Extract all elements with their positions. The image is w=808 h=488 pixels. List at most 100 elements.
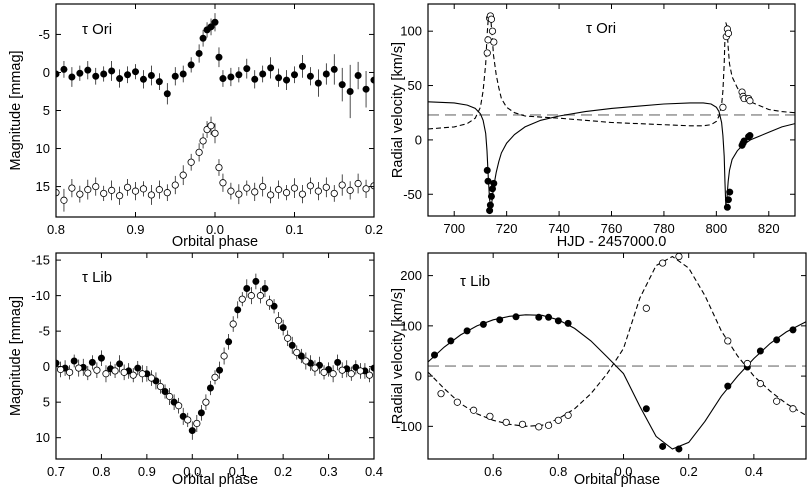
filled-data-point <box>773 336 781 344</box>
open-data-point <box>131 187 140 195</box>
x-tick-label: 0.0 <box>183 464 201 479</box>
filled-data-point <box>490 179 498 187</box>
filled-data-point <box>251 75 259 83</box>
open-data-point <box>437 390 445 398</box>
x-tick-label: 820 <box>758 221 780 236</box>
plot-area <box>428 253 806 453</box>
open-data-point <box>238 295 246 303</box>
x-tick-label: 780 <box>653 221 675 236</box>
filled-data-point <box>723 203 731 211</box>
filled-data-point <box>535 313 543 321</box>
panel-tau-lib-light-curve: 0.7 0.8 0.9 0.0 0.1 0.2 0.3 0.4 -15 -10 -5 0 5 10 Orbi… <box>8 252 383 488</box>
x-tick-label: 0.8 <box>92 464 110 479</box>
open-data-point <box>155 186 163 194</box>
filled-data-point <box>288 341 296 349</box>
filled-data-point <box>147 72 155 80</box>
filled-data-point <box>252 277 260 285</box>
panel-title: τ Lib <box>460 273 490 290</box>
open-data-point <box>84 369 92 377</box>
open-data-point <box>743 359 751 368</box>
y-tick-label: 15 <box>36 179 50 194</box>
open-data-point <box>642 304 650 312</box>
open-data-point <box>120 368 128 376</box>
filled-data-point <box>334 358 342 366</box>
filled-data-point <box>724 382 732 390</box>
filled-data-point <box>84 66 92 74</box>
x-tick-label: 0.2 <box>274 464 292 479</box>
filled-data-point <box>92 72 100 80</box>
filled-data-point <box>261 285 269 293</box>
filled-data-point <box>675 445 683 453</box>
open-data-point <box>247 292 255 300</box>
plot-frame <box>55 252 375 460</box>
y-axis-label: Radial velocity [km/s] <box>390 42 406 178</box>
y-tick-label: -10 <box>31 288 50 303</box>
filled-data-point <box>161 388 169 396</box>
x-tick-label: 0.3 <box>320 464 338 479</box>
filled-data-point <box>88 358 96 366</box>
open-data-point <box>659 259 667 267</box>
filled-data-point <box>484 177 492 185</box>
open-data-point <box>92 182 100 191</box>
filled-data-point <box>483 166 491 174</box>
y-tick-label: -5 <box>38 324 50 339</box>
filled-data-point <box>298 62 306 70</box>
filled-data-point <box>290 71 298 79</box>
open-data-point <box>306 182 314 190</box>
filled-data-point <box>314 79 322 87</box>
filled-data-point <box>545 313 553 321</box>
open-data-point <box>284 334 292 342</box>
open-data-point <box>175 402 183 410</box>
filled-data-point <box>789 326 797 334</box>
filled-data-point <box>724 196 732 204</box>
filled-data-point <box>267 64 275 72</box>
open-data-point <box>111 367 119 375</box>
filled-data-point <box>243 285 251 293</box>
filled-data-point <box>134 364 142 372</box>
filled-data-point <box>259 70 267 78</box>
filled-data-point <box>740 137 748 145</box>
open-data-point <box>488 27 497 35</box>
open-data-point <box>202 398 210 406</box>
x-tick-label: 0.9 <box>126 222 144 237</box>
x-tick-label: 0.2 <box>365 222 383 237</box>
filled-data-point <box>139 75 147 83</box>
x-axis-label: Orbital phase <box>574 472 660 488</box>
x-tick-label: 720 <box>496 221 518 236</box>
open-data-point <box>93 366 101 374</box>
open-data-point <box>60 196 68 204</box>
filled-data-point <box>354 72 362 80</box>
plot-area <box>428 12 795 215</box>
panel-tau-ori-light-curve: 0.8 0.9 0.0 0.1 0.2 -5 0 5 10 15 Orbital phase Magn… <box>8 3 383 250</box>
filled-data-point <box>564 319 572 327</box>
filled-data-point <box>116 75 124 83</box>
open-data-point <box>487 15 496 23</box>
plot-area <box>56 273 374 440</box>
open-data-point <box>356 367 364 375</box>
x-tick-label: 0.8 <box>549 464 567 479</box>
open-data-point <box>195 148 203 156</box>
filled-data-point <box>116 360 124 368</box>
x-tick-label: 740 <box>548 221 570 236</box>
y-axis-label: Magnitude [mmag] <box>8 50 24 170</box>
open-data-point <box>338 366 346 374</box>
filled-data-point <box>60 65 68 73</box>
filled-data-point <box>487 192 495 200</box>
filled-data-point <box>179 70 187 78</box>
open-data-point <box>259 182 267 191</box>
open-data-point <box>756 380 764 388</box>
open-data-point <box>502 418 510 426</box>
y-tick-label: -100 <box>396 419 422 434</box>
y-tick-label: 0 <box>415 132 422 147</box>
open-data-point <box>322 183 330 191</box>
open-data-point <box>719 103 727 111</box>
filled-data-point <box>338 81 346 89</box>
filled-data-point <box>163 90 171 98</box>
filled-data-point <box>216 366 224 374</box>
filled-data-point <box>132 68 140 76</box>
plot-area <box>56 13 374 212</box>
y-tick-label: 200 <box>400 268 422 283</box>
open-data-point <box>675 253 683 261</box>
x-tick-label: 0.1 <box>285 222 303 237</box>
